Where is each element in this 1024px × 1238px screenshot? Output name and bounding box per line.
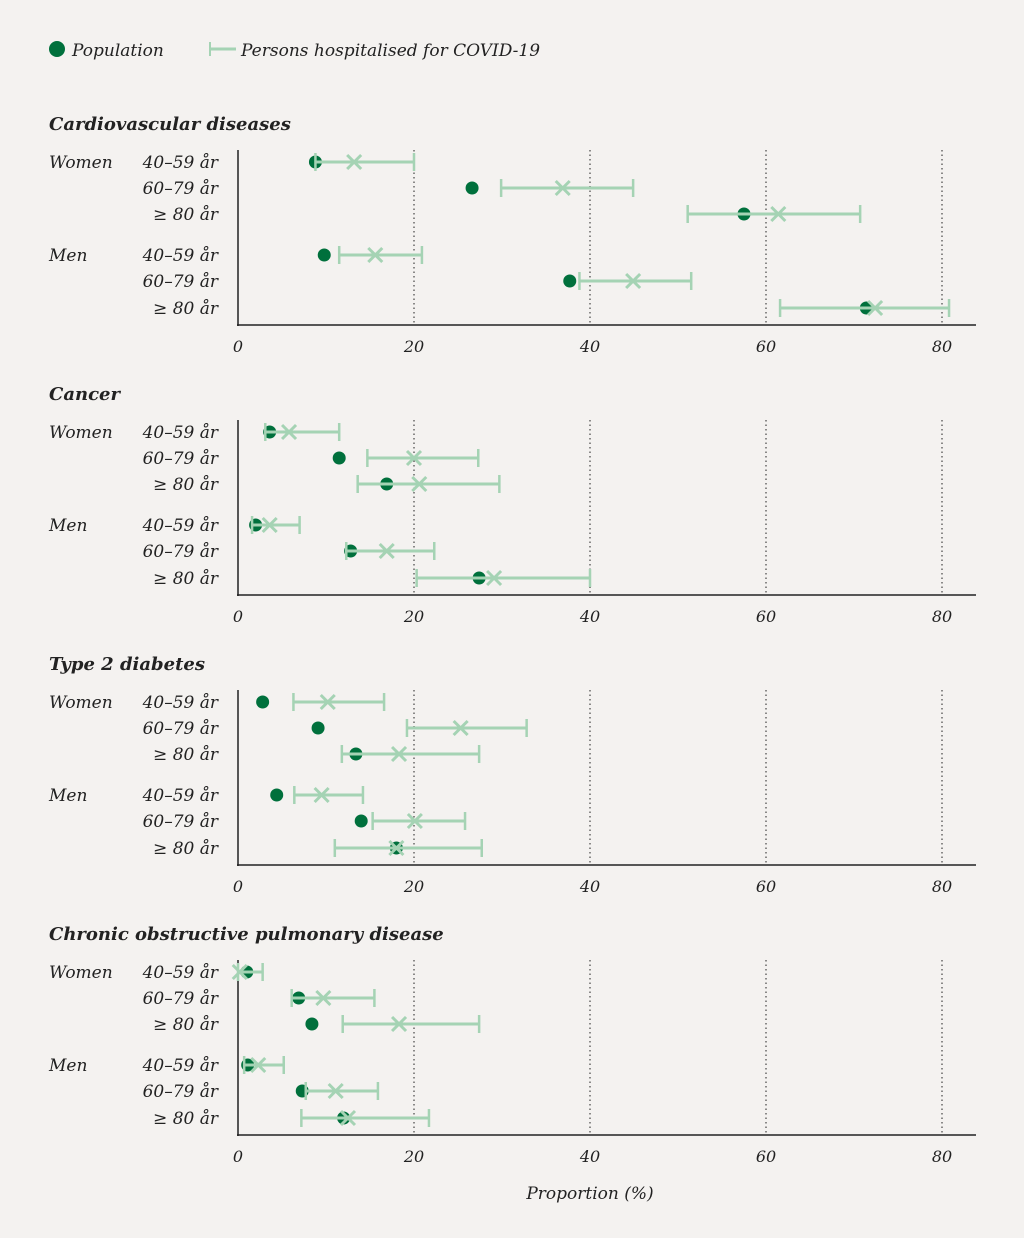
age-label: 60–79 år — [143, 272, 219, 292]
group-label: Men — [48, 786, 87, 806]
age-label: 40–59 år — [142, 963, 219, 983]
legend: Population Persons hospitalised for COVI… — [49, 41, 540, 61]
hospitalised-cross — [315, 989, 332, 1007]
x-tick-label: 60 — [756, 1147, 776, 1166]
x-tick-label: 0 — [233, 877, 243, 896]
panel-title: Type 2 diabetes — [49, 654, 205, 675]
age-label: 40–59 år — [142, 516, 219, 536]
hospitalised-cross — [313, 786, 330, 804]
x-tick-label: 20 — [403, 337, 424, 356]
group-label: Women — [49, 693, 113, 713]
x-tick-label: 20 — [403, 607, 424, 626]
group-label: Men — [48, 246, 87, 266]
hospitalised-cross — [250, 1056, 267, 1074]
panel: Chronic obstructive pulmonary disease 0 20… — [48, 924, 976, 1166]
group-label: Men — [48, 1056, 87, 1076]
age-label: 40–59 år — [142, 1056, 219, 1076]
hospitalised-cross — [388, 839, 405, 857]
x-tick-label: 80 — [932, 337, 952, 356]
age-label: 60–79 år — [143, 179, 219, 199]
age-label: 40–59 år — [142, 693, 219, 713]
panel-title: Cardiovascular diseases — [49, 114, 291, 135]
hospitalised-cross — [770, 205, 787, 223]
hospitalised-cross — [867, 299, 884, 317]
age-label: 60–79 år — [143, 542, 219, 562]
hospitalised-cross — [554, 179, 571, 197]
x-tick-label: 40 — [579, 1147, 600, 1166]
x-axis-label: Proportion (%) — [525, 1184, 653, 1204]
hospitalised-cross — [346, 153, 363, 171]
panel: Type 2 diabetes 0 20 40 60 80 Women 40–59 år 60–… — [48, 654, 976, 896]
population-dot — [256, 695, 270, 709]
hospitalised-cross — [261, 516, 278, 534]
age-label: 60–79 år — [143, 812, 219, 832]
x-tick-label: 20 — [403, 877, 424, 896]
panel: Cancer 0 20 40 60 80 Women 40–59 år 60–79 år ≥ 80… — [48, 384, 976, 626]
age-label: 60–79 år — [143, 449, 219, 469]
x-tick-label: 0 — [233, 1147, 243, 1166]
age-label: 40–59 år — [142, 246, 219, 266]
age-label: 40–59 år — [142, 786, 219, 806]
panel: Cardiovascular diseases 0 20 40 60 80 Women 40–… — [48, 114, 976, 356]
panel-title: Chronic obstructive pulmonary disease — [49, 924, 444, 945]
hospitalised-cross — [390, 745, 408, 763]
group-label: Men — [48, 516, 87, 536]
x-tick-label: 80 — [932, 877, 952, 896]
hospitalised-cross — [486, 569, 503, 587]
age-label: ≥ 80 år — [153, 745, 219, 765]
x-tick-label: 40 — [579, 877, 600, 896]
x-tick-label: 60 — [756, 877, 776, 896]
group-label: Women — [49, 153, 113, 173]
hospitalised-cross — [319, 693, 336, 711]
legend-hospitalised-label: Persons hospitalised for COVID-19 — [240, 41, 540, 61]
age-label: 40–59 år — [142, 423, 219, 443]
age-label: 60–79 år — [143, 989, 219, 1009]
x-tick-label: 0 — [233, 607, 243, 626]
x-tick-label: 80 — [932, 1147, 952, 1166]
hospitalised-cross — [452, 719, 469, 737]
hospitalised-cross — [390, 1015, 408, 1033]
age-label: ≥ 80 år — [153, 205, 219, 225]
population-dot — [305, 1017, 319, 1031]
age-label: 40–59 år — [142, 153, 219, 173]
group-label: Women — [49, 963, 113, 983]
x-tick-label: 80 — [932, 607, 952, 626]
population-dot — [465, 181, 479, 195]
population-dot — [563, 274, 577, 288]
x-tick-label: 0 — [233, 337, 243, 356]
legend-population-marker — [49, 41, 65, 57]
age-label: 60–79 år — [143, 1082, 219, 1102]
hospitalised-cross — [625, 272, 642, 290]
age-label: ≥ 80 år — [153, 1109, 219, 1129]
hospitalised-cross — [405, 449, 423, 467]
population-dot — [270, 788, 284, 802]
hospitalised-cross — [327, 1082, 344, 1100]
x-tick-label: 60 — [756, 337, 776, 356]
hospitalised-cross — [280, 423, 298, 441]
hospitalised-cross — [378, 542, 395, 560]
age-label: 60–79 år — [143, 719, 219, 739]
age-label: ≥ 80 år — [153, 299, 219, 319]
population-dot — [354, 814, 368, 828]
age-label: ≥ 80 år — [153, 1015, 219, 1035]
age-label: ≥ 80 år — [153, 475, 219, 495]
x-tick-label: 40 — [579, 337, 600, 356]
hospitalised-cross — [339, 1109, 357, 1127]
population-dot — [332, 451, 346, 465]
age-label: ≥ 80 år — [153, 839, 219, 859]
x-tick-label: 20 — [403, 1147, 424, 1166]
hospitalised-cross — [406, 812, 423, 830]
population-dot — [311, 721, 325, 735]
hospitalised-cross — [411, 475, 428, 493]
panel-title: Cancer — [49, 384, 121, 405]
population-dot — [317, 248, 331, 262]
x-tick-label: 60 — [756, 607, 776, 626]
group-label: Women — [49, 423, 113, 443]
hospitalised-cross — [231, 963, 248, 981]
legend-population-label: Population — [71, 41, 164, 61]
age-label: ≥ 80 år — [153, 569, 219, 589]
x-tick-label: 40 — [579, 607, 600, 626]
hospitalised-cross — [367, 246, 384, 264]
